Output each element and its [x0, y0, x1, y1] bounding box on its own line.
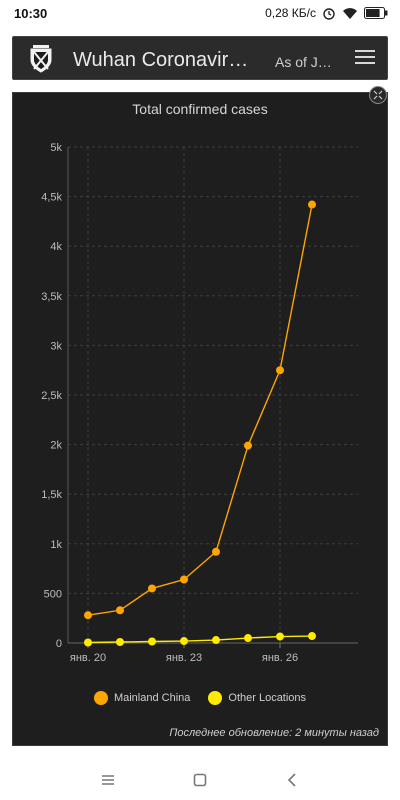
data-point-other-locations: [212, 636, 220, 645]
menu-lines-icon: [102, 775, 114, 785]
as-of-label: As of J…: [275, 54, 332, 70]
chart-panel: Total confirmed cases 0 500 1k 1,5k 2k 2,5k 3k…: [12, 92, 388, 746]
data-point-mainland-china: [212, 547, 220, 556]
data-point-other-locations: [244, 634, 252, 643]
y-tick-label: 2,5k: [41, 390, 62, 402]
y-tick-label: 500: [44, 588, 62, 600]
app-title: Wuhan Coronaviru…: [73, 49, 258, 71]
legend-item-mainland-china[interactable]: Mainland China: [93, 691, 191, 705]
home-button[interactable]: [189, 769, 211, 791]
data-point-mainland-china: [84, 611, 92, 620]
y-tick-label: 5k: [50, 142, 62, 154]
x-tick-label: янв. 23: [166, 652, 202, 664]
hamburger-menu-button[interactable]: [355, 47, 377, 69]
recent-apps-button[interactable]: [97, 769, 119, 791]
data-point-other-locations: [276, 632, 284, 641]
data-point-other-locations: [116, 638, 124, 647]
status-bar: 10:30 0,28 КБ/с: [0, 0, 400, 28]
alarm-icon: [323, 8, 335, 20]
line-chart: 0 500 1k 1,5k 2k 2,5k 3k 3,5k 4k 4,5k 5k янв. 20 янв…: [41, 142, 358, 664]
jhu-shield-logo: [30, 45, 52, 73]
chart-legend: Mainland China Other Locations: [13, 691, 387, 705]
y-tick-label: 0: [56, 638, 62, 650]
data-point-other-locations: [148, 637, 156, 646]
y-tick-label: 3,5k: [41, 291, 62, 303]
chart-title: Total confirmed cases: [132, 101, 268, 117]
wifi-icon: [343, 7, 357, 19]
network-speed: 0,28 КБ/с: [265, 6, 316, 20]
data-point-mainland-china: [116, 606, 124, 615]
data-point-mainland-china: [148, 584, 156, 593]
app-header: Wuhan Coronaviru… As of J…: [12, 36, 388, 80]
legend-label-other-locations: Other Locations: [228, 692, 307, 704]
legend-label-mainland-china: Mainland China: [113, 692, 191, 704]
legend-item-other-locations[interactable]: Other Locations: [208, 691, 306, 705]
app: Wuhan Coronaviru… As of J… Total confirm…: [0, 28, 400, 760]
android-nav-bar: [0, 760, 400, 800]
home-square-icon: [193, 773, 207, 787]
y-tick-label: 4,5k: [41, 192, 62, 204]
y-tick-label: 2k: [50, 440, 62, 452]
data-point-mainland-china: [180, 575, 188, 584]
y-tick-label: 3k: [50, 340, 62, 352]
data-point-mainland-china: [244, 441, 252, 450]
series-line-other-locations: [87, 635, 313, 644]
data-point-other-locations: [308, 632, 316, 641]
back-button[interactable]: [281, 769, 303, 791]
x-tick-label: янв. 26: [262, 652, 298, 664]
series-line-mainland-china: [87, 204, 313, 616]
data-point-other-locations: [84, 638, 92, 647]
legend-dot-other-locations: [208, 691, 223, 705]
last-updated-text: Последнее обновление: 2 минуты назад: [169, 727, 379, 739]
x-tick-label: янв. 20: [70, 652, 106, 664]
data-point-other-locations: [180, 637, 188, 646]
status-time: 10:30: [14, 6, 48, 21]
y-tick-label: 4k: [50, 241, 62, 253]
y-tick-label: 1,5k: [41, 489, 62, 501]
y-tick-label: 1k: [50, 539, 62, 551]
expand-icon[interactable]: [369, 86, 387, 104]
battery-icon: [364, 7, 388, 19]
legend-dot-mainland-china: [93, 691, 108, 705]
status-icons: 0,28 КБ/с: [265, 6, 388, 20]
back-chevron-icon: [287, 773, 296, 787]
data-point-mainland-china: [308, 200, 316, 209]
data-point-mainland-china: [276, 366, 284, 375]
